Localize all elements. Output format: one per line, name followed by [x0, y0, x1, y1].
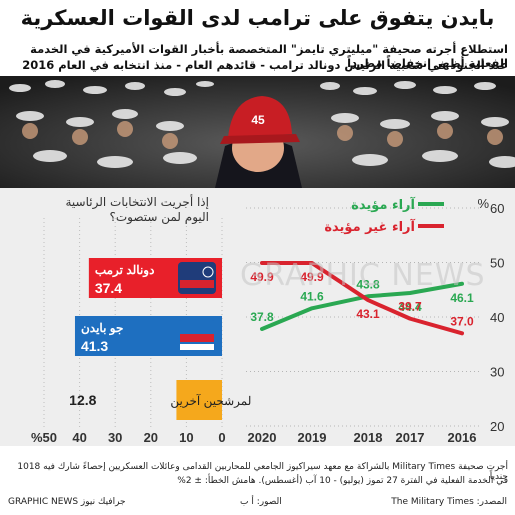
legend-disapprove-label: آراء غير مؤيدة [324, 220, 415, 235]
line-series [260, 281, 464, 331]
bar-chart-question-line-2: اليوم لمن ستصوت؟ [109, 210, 209, 224]
header-photo: 45 [0, 76, 515, 188]
cap-badge: 45 [251, 113, 265, 127]
brand-credit: جرافيك نيوز GRAPHIC NEWS [8, 497, 126, 507]
line-y-tick: 50 [490, 256, 504, 271]
bar-category-label: دونالد ترمب [95, 263, 155, 278]
line-x-tick: 2018 [354, 430, 383, 445]
subtitle-line-2: عند الجنود في شعبية الرئيس دونالد ترامب … [22, 58, 508, 72]
line-data-label: 37.8 [250, 310, 274, 324]
bar-x-tick: 0 [218, 430, 225, 445]
bar-value-label: 41.3 [81, 338, 108, 354]
republican-elephant-icon [178, 262, 216, 294]
subtitle-line-1: استطلاع أجرته صحيفة "ميليتري تايمز" المت… [30, 42, 508, 70]
bar-rect [176, 380, 222, 420]
line-y-tick: 30 [490, 365, 504, 380]
bar-chart-question: إذا أجريت الانتخابات الرئاسية اليوم لمن … [65, 195, 209, 225]
line-y-tick: 20 [490, 419, 504, 434]
line-data-label: 39.7 [398, 300, 422, 314]
line-y-unit: % [477, 196, 489, 211]
line-data-label: 49.9 [250, 270, 274, 284]
line-data-label: 43.1 [356, 307, 380, 321]
line-x-tick: 2020 [248, 430, 277, 445]
line-y-tick: 60 [490, 201, 504, 216]
bar-x-tick: %50 [31, 430, 57, 445]
line-x-tick: 2016 [448, 430, 477, 445]
line-data-label: 37.0 [450, 314, 474, 328]
source-credit: المصدر: The Military Times [391, 497, 507, 507]
page-title: بايدن يتفوق على ترامب لدى القوات العسكري… [20, 6, 495, 30]
photo-credit: الصور: أ ب [240, 497, 282, 507]
legend-approve: آراء مؤيدة [351, 198, 415, 213]
line-data-label: 41.6 [300, 289, 324, 303]
footer-note-line-2: في الخدمة الفعلية في الفترة 27 تموز (يول… [177, 476, 508, 486]
bar-value-label: 37.4 [95, 280, 122, 296]
bar-x-tick: 40 [72, 430, 86, 445]
footer-note-line-1: أجرت صحيفة Military Times بالشراكة مع مع… [17, 462, 508, 482]
bar-category-label: جو بايدن [81, 321, 123, 336]
line-data-label: 44.4 [398, 300, 422, 314]
bar-x-tick: 10 [179, 430, 193, 445]
bar-x-tick: 20 [144, 430, 158, 445]
bar-x-tick: 30 [108, 430, 122, 445]
republican-elephant-icon [202, 266, 214, 278]
chart-svg: 20 30 40 50 60% 2016 2017 2018 2019 2020 46.1 44.4 4… [31, 196, 504, 445]
democrat-donkey-icon [180, 334, 214, 342]
line-x-tick: 2017 [396, 430, 425, 445]
bar-chart-question-line-1: إذا أجريت الانتخابات الرئاسية [65, 195, 209, 209]
line-x-tick: 2019 [298, 430, 327, 445]
legend-disapprove: آراء غير مؤيدة [324, 220, 415, 235]
watermark-text: GRAPHIC NEWS [240, 258, 486, 293]
line-data-label: 46.1 [450, 291, 474, 305]
bar-value-label: 12.8 [69, 392, 96, 408]
democrat-donkey-icon [180, 344, 214, 350]
line-data-label: 43.8 [356, 277, 380, 291]
line-y-tick: 40 [490, 310, 504, 325]
line-data-label: 49.9 [300, 270, 324, 284]
bar-category-label: لمرشحين آخرين [170, 393, 251, 408]
republican-elephant-icon [180, 280, 214, 288]
legend-approve-label: آراء مؤيدة [351, 198, 415, 213]
line-series [260, 261, 464, 336]
